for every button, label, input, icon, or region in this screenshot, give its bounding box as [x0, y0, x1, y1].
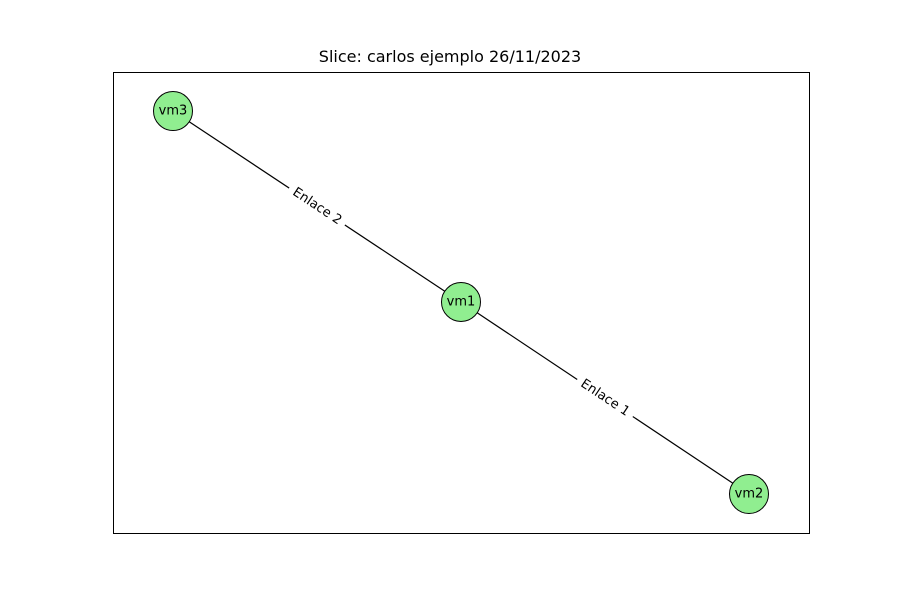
node-vm1: [441, 282, 481, 322]
edge-label-background: [572, 371, 638, 425]
node-label: vm1: [447, 295, 476, 310]
node-label: vm2: [735, 487, 764, 502]
figure-title: Slice: carlos ejemplo 26/11/2023: [318, 47, 582, 66]
edge-label-background: [284, 180, 350, 233]
edge-label-group: Enlace 2: [284, 180, 350, 233]
edge-label-group: Enlace 1: [572, 371, 638, 425]
edge-label: Enlace 1: [578, 376, 633, 419]
node-vm3: [153, 91, 193, 131]
edge-label: Enlace 2: [290, 185, 345, 228]
node-label: vm3: [159, 104, 188, 119]
node-vm2: [729, 474, 769, 514]
plot-frame: [113, 72, 810, 534]
